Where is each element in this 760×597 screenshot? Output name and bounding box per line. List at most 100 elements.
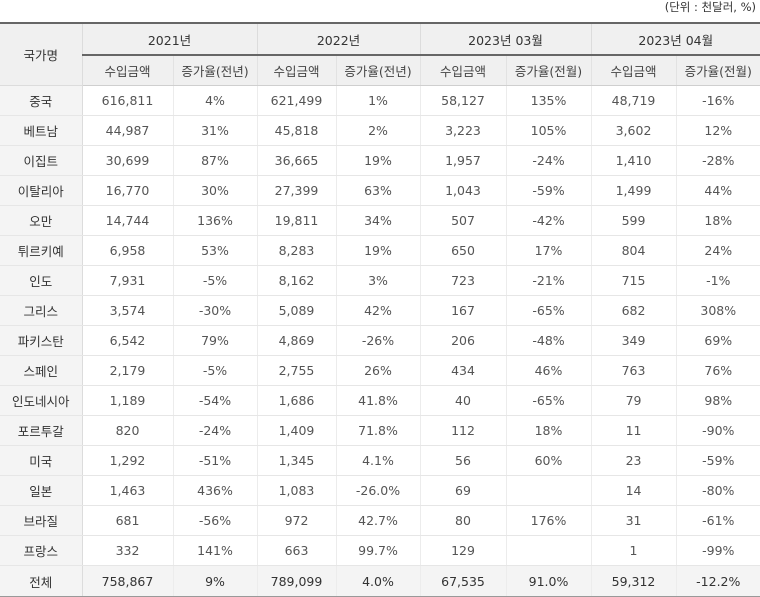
- table-cell: 30%: [172, 175, 257, 206]
- table-cell: 681: [81, 505, 173, 536]
- table-row: 브라질 681 -56% 972 42.7% 80 176% 31 -61%: [0, 505, 760, 536]
- table-row: 미국 1,292 -51% 1,345 4.1% 56 60% 23 -59%: [0, 445, 760, 476]
- table-cell: 349: [590, 325, 677, 356]
- table-cell: -16%: [675, 85, 760, 116]
- country-name: 인도: [0, 265, 83, 296]
- table-cell: 69: [419, 475, 506, 506]
- table-cell: 19%: [335, 145, 420, 176]
- table-cell: 14,744: [81, 205, 173, 236]
- table-cell: -30%: [172, 295, 257, 326]
- table-cell: -12.2%: [675, 565, 760, 597]
- table-cell: 67,535: [419, 565, 506, 597]
- table-cell: 19%: [335, 235, 420, 266]
- country-name: 이집트: [0, 145, 83, 176]
- table-cell: 11: [590, 415, 677, 446]
- table-cell: -48%: [505, 325, 592, 356]
- table-cell: 87%: [172, 145, 257, 176]
- table-cell: 14: [590, 475, 677, 506]
- table-cell: 135%: [505, 85, 592, 116]
- table-cell: -99%: [675, 535, 760, 566]
- table-cell: 23: [590, 445, 677, 476]
- table-cell: 616,811: [81, 85, 173, 116]
- table-cell: 99.7%: [335, 535, 420, 566]
- table-cell: 507: [419, 205, 506, 236]
- table-row: 그리스 3,574 -30% 5,089 42% 167 -65% 682 308%: [0, 295, 760, 326]
- table-cell: 5,089: [256, 295, 336, 326]
- table-cell: 17%: [505, 235, 592, 266]
- table-cell: 763: [590, 355, 677, 386]
- table-cell: 758,867: [81, 565, 173, 597]
- table-cell: 972: [256, 505, 336, 536]
- table-cell: 1%: [335, 85, 420, 116]
- table-cell: -5%: [172, 265, 257, 296]
- table-cell: -59%: [675, 445, 760, 476]
- table-cell: 30,699: [81, 145, 173, 176]
- table-cell: 31: [590, 505, 677, 536]
- table-cell: 36,665: [256, 145, 336, 176]
- country-name: 브라질: [0, 505, 83, 536]
- table-row: 프랑스 332 141% 663 99.7% 129 1 -99%: [0, 535, 760, 566]
- sub-header-import-amount: 수입금액: [81, 55, 173, 86]
- table-cell: 206: [419, 325, 506, 356]
- table-cell: 53%: [172, 235, 257, 266]
- table-cell: 8,283: [256, 235, 336, 266]
- table-cell: 18%: [675, 205, 760, 236]
- table-cell: 1,083: [256, 475, 336, 506]
- sub-header-import-amount: 수입금액: [419, 55, 506, 86]
- table-cell: 804: [590, 235, 677, 266]
- table-cell: 3%: [335, 265, 420, 296]
- table-cell: 1: [590, 535, 677, 566]
- table-cell: 1,410: [590, 145, 677, 176]
- table-cell: 27,399: [256, 175, 336, 206]
- table-row: 튀르키예 6,958 53% 8,283 19% 650 17% 804 24%: [0, 235, 760, 266]
- table-cell: 8,162: [256, 265, 336, 296]
- table-row: 포르투갈 820 -24% 1,409 71.8% 112 18% 11 -90%: [0, 415, 760, 446]
- table-cell: -42%: [505, 205, 592, 236]
- table-cell: 141%: [172, 535, 257, 566]
- table-cell: 79: [590, 385, 677, 416]
- table-cell: 7,931: [81, 265, 173, 296]
- country-column-header: 국가명: [0, 23, 83, 86]
- table-cell: 44,987: [81, 115, 173, 146]
- table-header: 국가명 2021년 2022년 2023년 03월 2023년 04월 수입금액…: [0, 23, 760, 86]
- table-cell: 91.0%: [505, 565, 592, 597]
- country-name: 파키스탄: [0, 325, 83, 356]
- table-cell: 4%: [172, 85, 257, 116]
- table-cell: -90%: [675, 415, 760, 446]
- table-cell: 71.8%: [335, 415, 420, 446]
- table-cell: -21%: [505, 265, 592, 296]
- table-cell: 42%: [335, 295, 420, 326]
- table-cell: 24%: [675, 235, 760, 266]
- country-name: 스페인: [0, 355, 83, 386]
- table-cell: 12%: [675, 115, 760, 146]
- country-name: 중국: [0, 85, 83, 116]
- sub-header-growth-rate: 증가율(전년): [172, 55, 257, 86]
- table-cell: -24%: [172, 415, 257, 446]
- country-name: 오만: [0, 205, 83, 236]
- table-cell: 167: [419, 295, 506, 326]
- table-cell: 4.1%: [335, 445, 420, 476]
- table-cell: 26%: [335, 355, 420, 386]
- table-cell: 4.0%: [335, 565, 420, 597]
- table-row: 파키스탄 6,542 79% 4,869 -26% 206 -48% 349 69%: [0, 325, 760, 356]
- country-name: 일본: [0, 475, 83, 506]
- table-cell: 41.8%: [335, 385, 420, 416]
- table-cell: 621,499: [256, 85, 336, 116]
- table-cell: -51%: [172, 445, 257, 476]
- sub-header-growth-rate: 증가율(전월): [675, 55, 760, 86]
- period-header-2023-04: 2023년 04월: [590, 23, 760, 56]
- table-cell: 48,719: [590, 85, 677, 116]
- country-name: 프랑스: [0, 535, 83, 566]
- table-cell: 105%: [505, 115, 592, 146]
- table-cell: 650: [419, 235, 506, 266]
- table-cell: 18%: [505, 415, 592, 446]
- table-cell: -56%: [172, 505, 257, 536]
- table-row: 이탈리아 16,770 30% 27,399 63% 1,043 -59% 1,499 44%: [0, 175, 760, 206]
- total-row: 전체 758,867 9% 789,099 4.0% 67,535 91.0% …: [0, 565, 760, 597]
- country-name: 튀르키예: [0, 235, 83, 266]
- table-cell: 3,602: [590, 115, 677, 146]
- table-cell: 76%: [675, 355, 760, 386]
- country-name: 베트남: [0, 115, 83, 146]
- table-cell: 46%: [505, 355, 592, 386]
- table-cell: 6,958: [81, 235, 173, 266]
